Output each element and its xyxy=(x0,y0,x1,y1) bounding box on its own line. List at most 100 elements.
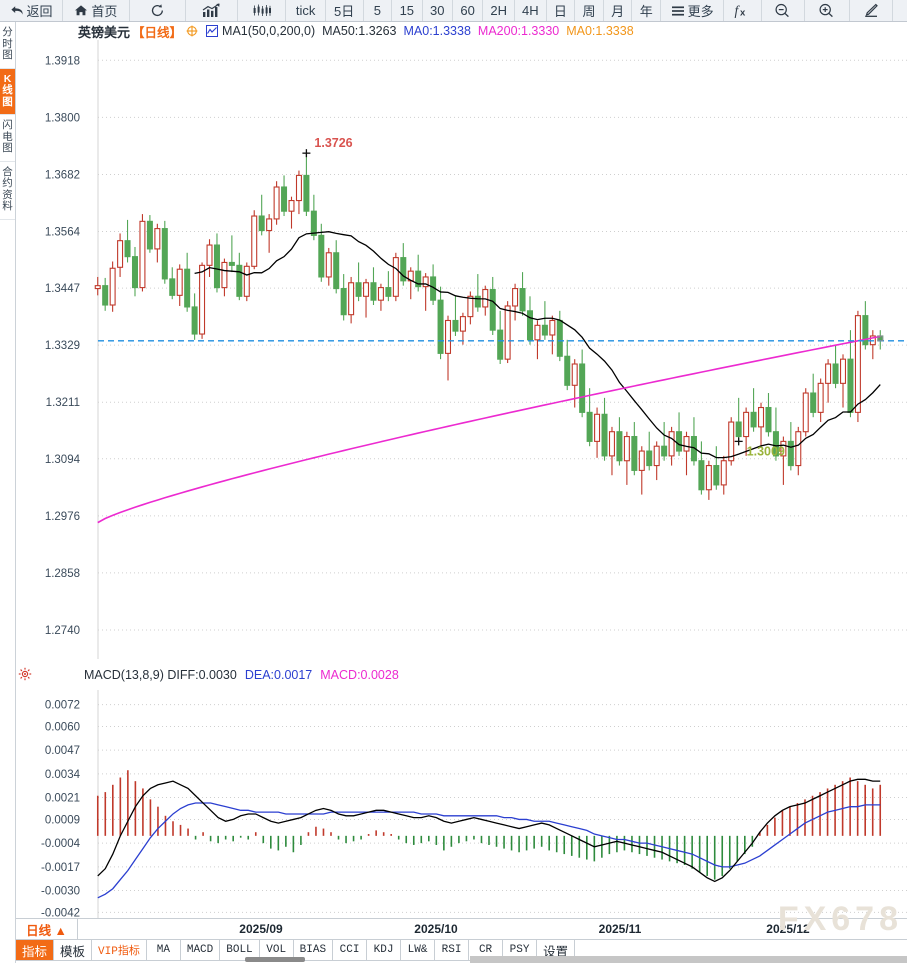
toolbar-button-5日[interactable]: 5日 xyxy=(326,0,364,21)
candlestick xyxy=(638,450,645,471)
toolbar-button-月[interactable]: 月 xyxy=(604,0,633,21)
candlestick xyxy=(363,282,370,297)
candlestick xyxy=(817,382,824,413)
toolbar-button-label: 周 xyxy=(582,4,596,19)
indicator-button-VIP指标[interactable]: VIP指标 xyxy=(92,940,147,960)
toolbar-refresh-icon[interactable] xyxy=(130,0,186,21)
indicator-button-MACD[interactable]: MACD xyxy=(181,940,221,960)
candlestick xyxy=(787,440,794,467)
price-annotation-low: 1.3009 xyxy=(747,444,785,458)
sidebar-item-3[interactable]: 合约资料 xyxy=(0,162,15,220)
candlestick xyxy=(385,287,392,297)
candlestick xyxy=(601,413,608,457)
toolbar-button-15[interactable]: 15 xyxy=(392,0,423,21)
toolbar-button-tick[interactable]: tick xyxy=(286,0,326,21)
sidebar-item-char: 电 xyxy=(2,130,13,143)
zoom-in-icon xyxy=(818,3,835,18)
toolbar-button-首页[interactable]: 首页 xyxy=(63,0,130,21)
crosshair-icon[interactable] xyxy=(186,25,198,37)
sidebar-item-2[interactable]: 闪电图 xyxy=(0,115,15,162)
candlestick xyxy=(348,282,355,316)
toolbar-bar-chart-icon[interactable] xyxy=(186,0,238,21)
candlestick xyxy=(862,315,869,346)
candlestick xyxy=(512,288,519,307)
macd-diff-line xyxy=(97,778,881,883)
toolbar-button-5[interactable]: 5 xyxy=(364,0,393,21)
toolbar-button-label: tick xyxy=(295,3,316,18)
indicator-button-BOLL[interactable]: BOLL xyxy=(220,940,260,960)
indicator-button-BIAS[interactable]: BIAS xyxy=(294,940,334,960)
chart-container[interactable]: 英镑美元 【日线】 MA1(50,0,200,0) MA50:1.3263 MA… xyxy=(16,22,907,963)
candlestick xyxy=(549,319,556,336)
macd-axis-tick-label: 0.0072 xyxy=(45,700,80,712)
ma200-value: MA200:1.3330 xyxy=(477,24,560,38)
toolbar-button-4H[interactable]: 4H xyxy=(515,0,547,21)
indicator-button-MA[interactable]: MA xyxy=(147,940,181,960)
candlestick xyxy=(758,406,765,428)
toolbar-zoom-out-icon[interactable] xyxy=(762,0,805,21)
candlestick xyxy=(109,267,116,306)
toolbar-button-30[interactable]: 30 xyxy=(423,0,453,21)
date-axis-label: 2025/12 xyxy=(766,922,810,936)
sidebar-item-char: 时 xyxy=(2,37,13,50)
indicator-button-RSI[interactable]: RSI xyxy=(435,940,470,960)
candlestick xyxy=(415,270,422,288)
toolbar-zoom-in-icon[interactable] xyxy=(805,0,850,21)
candlestick xyxy=(720,460,727,486)
macd-chart-header: MACD(13,8,9) DIFF:0.0030 DEA:0.0017 MACD… xyxy=(84,666,399,684)
horizontal-scrollbar[interactable] xyxy=(470,956,907,963)
toolbar-button-返回[interactable]: 返回 xyxy=(0,0,64,21)
toolbar-button-2H[interactable]: 2H xyxy=(483,0,515,21)
toolbar-button-label: 60 xyxy=(460,3,475,18)
sidebar-item-char: 线 xyxy=(2,84,13,96)
macd-settings-sun-icon[interactable] xyxy=(18,667,32,681)
indicator-button-模板[interactable]: 模板 xyxy=(54,940,93,960)
toolbar-button-label: 年 xyxy=(639,4,653,19)
indicator-button-CCI[interactable]: CCI xyxy=(333,940,368,960)
toolbar-button-年[interactable]: 年 xyxy=(632,0,662,21)
price-annotation-high: 1.3726 xyxy=(314,136,352,150)
scrollbar-thumb[interactable] xyxy=(245,957,305,962)
period-selector-button[interactable]: 日线 ▲ xyxy=(16,919,78,940)
indicator-button-KDJ[interactable]: KDJ xyxy=(367,940,402,960)
candlestick xyxy=(571,363,578,386)
candlestick xyxy=(310,210,317,236)
macd-title: MACD(13,8,9) DIFF:0.0030 xyxy=(84,668,237,682)
sidebar-item-char: 合 xyxy=(2,165,13,178)
indicator-button-VOL[interactable]: VOL xyxy=(260,940,294,960)
period-label: 【日线】 xyxy=(132,25,183,40)
candlestick xyxy=(690,435,697,462)
toolbar-candlestick-icon[interactable] xyxy=(238,0,287,21)
ma50-value: MA50:1.3263 xyxy=(322,24,397,38)
macd-dea-value: DEA:0.0017 xyxy=(244,668,313,682)
candlestick xyxy=(728,421,735,462)
candlestick xyxy=(199,264,206,335)
indicator-button-指标[interactable]: 指标 xyxy=(16,940,55,960)
indicator-button-CR[interactable]: CR xyxy=(469,940,504,960)
indicator-button-PSY[interactable]: PSY xyxy=(503,940,538,960)
candlestick xyxy=(221,261,228,289)
macd-axis-tick-label: 0.0009 xyxy=(45,814,80,826)
toolbar-button-label: 30 xyxy=(430,3,445,18)
refresh-icon xyxy=(150,3,165,18)
toolbar-button-更多[interactable]: 更多 xyxy=(661,0,725,21)
candlestick xyxy=(131,256,139,289)
macd-axis-tick-label: -0.0004 xyxy=(41,838,81,850)
sidebar-item-char: 约 xyxy=(2,177,13,189)
toolbar-pencil-icon[interactable] xyxy=(850,0,893,21)
toolbar-button-60[interactable]: 60 xyxy=(453,0,484,21)
candlestick xyxy=(735,421,742,438)
candlestick xyxy=(213,244,220,289)
toolbar-button-周[interactable]: 周 xyxy=(575,0,604,21)
indicator-button-设置[interactable]: 设置 xyxy=(537,940,576,960)
candlestick xyxy=(422,276,429,288)
sidebar-item-0[interactable]: 分时图 xyxy=(0,22,15,69)
toolbar-button-label: 首页 xyxy=(91,4,118,19)
ma-formula: MA1(50,0,200,0) xyxy=(222,24,316,38)
toolbar-button-日[interactable]: 日 xyxy=(547,0,576,21)
indicator-button-LW&[interactable]: LW& xyxy=(401,940,436,960)
chart-plot-svg[interactable]: 1.3918 1.3800 1.3682 1.3564 1.3447 1.3329 1.32… xyxy=(16,22,907,963)
ma-indicator-icon[interactable] xyxy=(206,25,219,37)
